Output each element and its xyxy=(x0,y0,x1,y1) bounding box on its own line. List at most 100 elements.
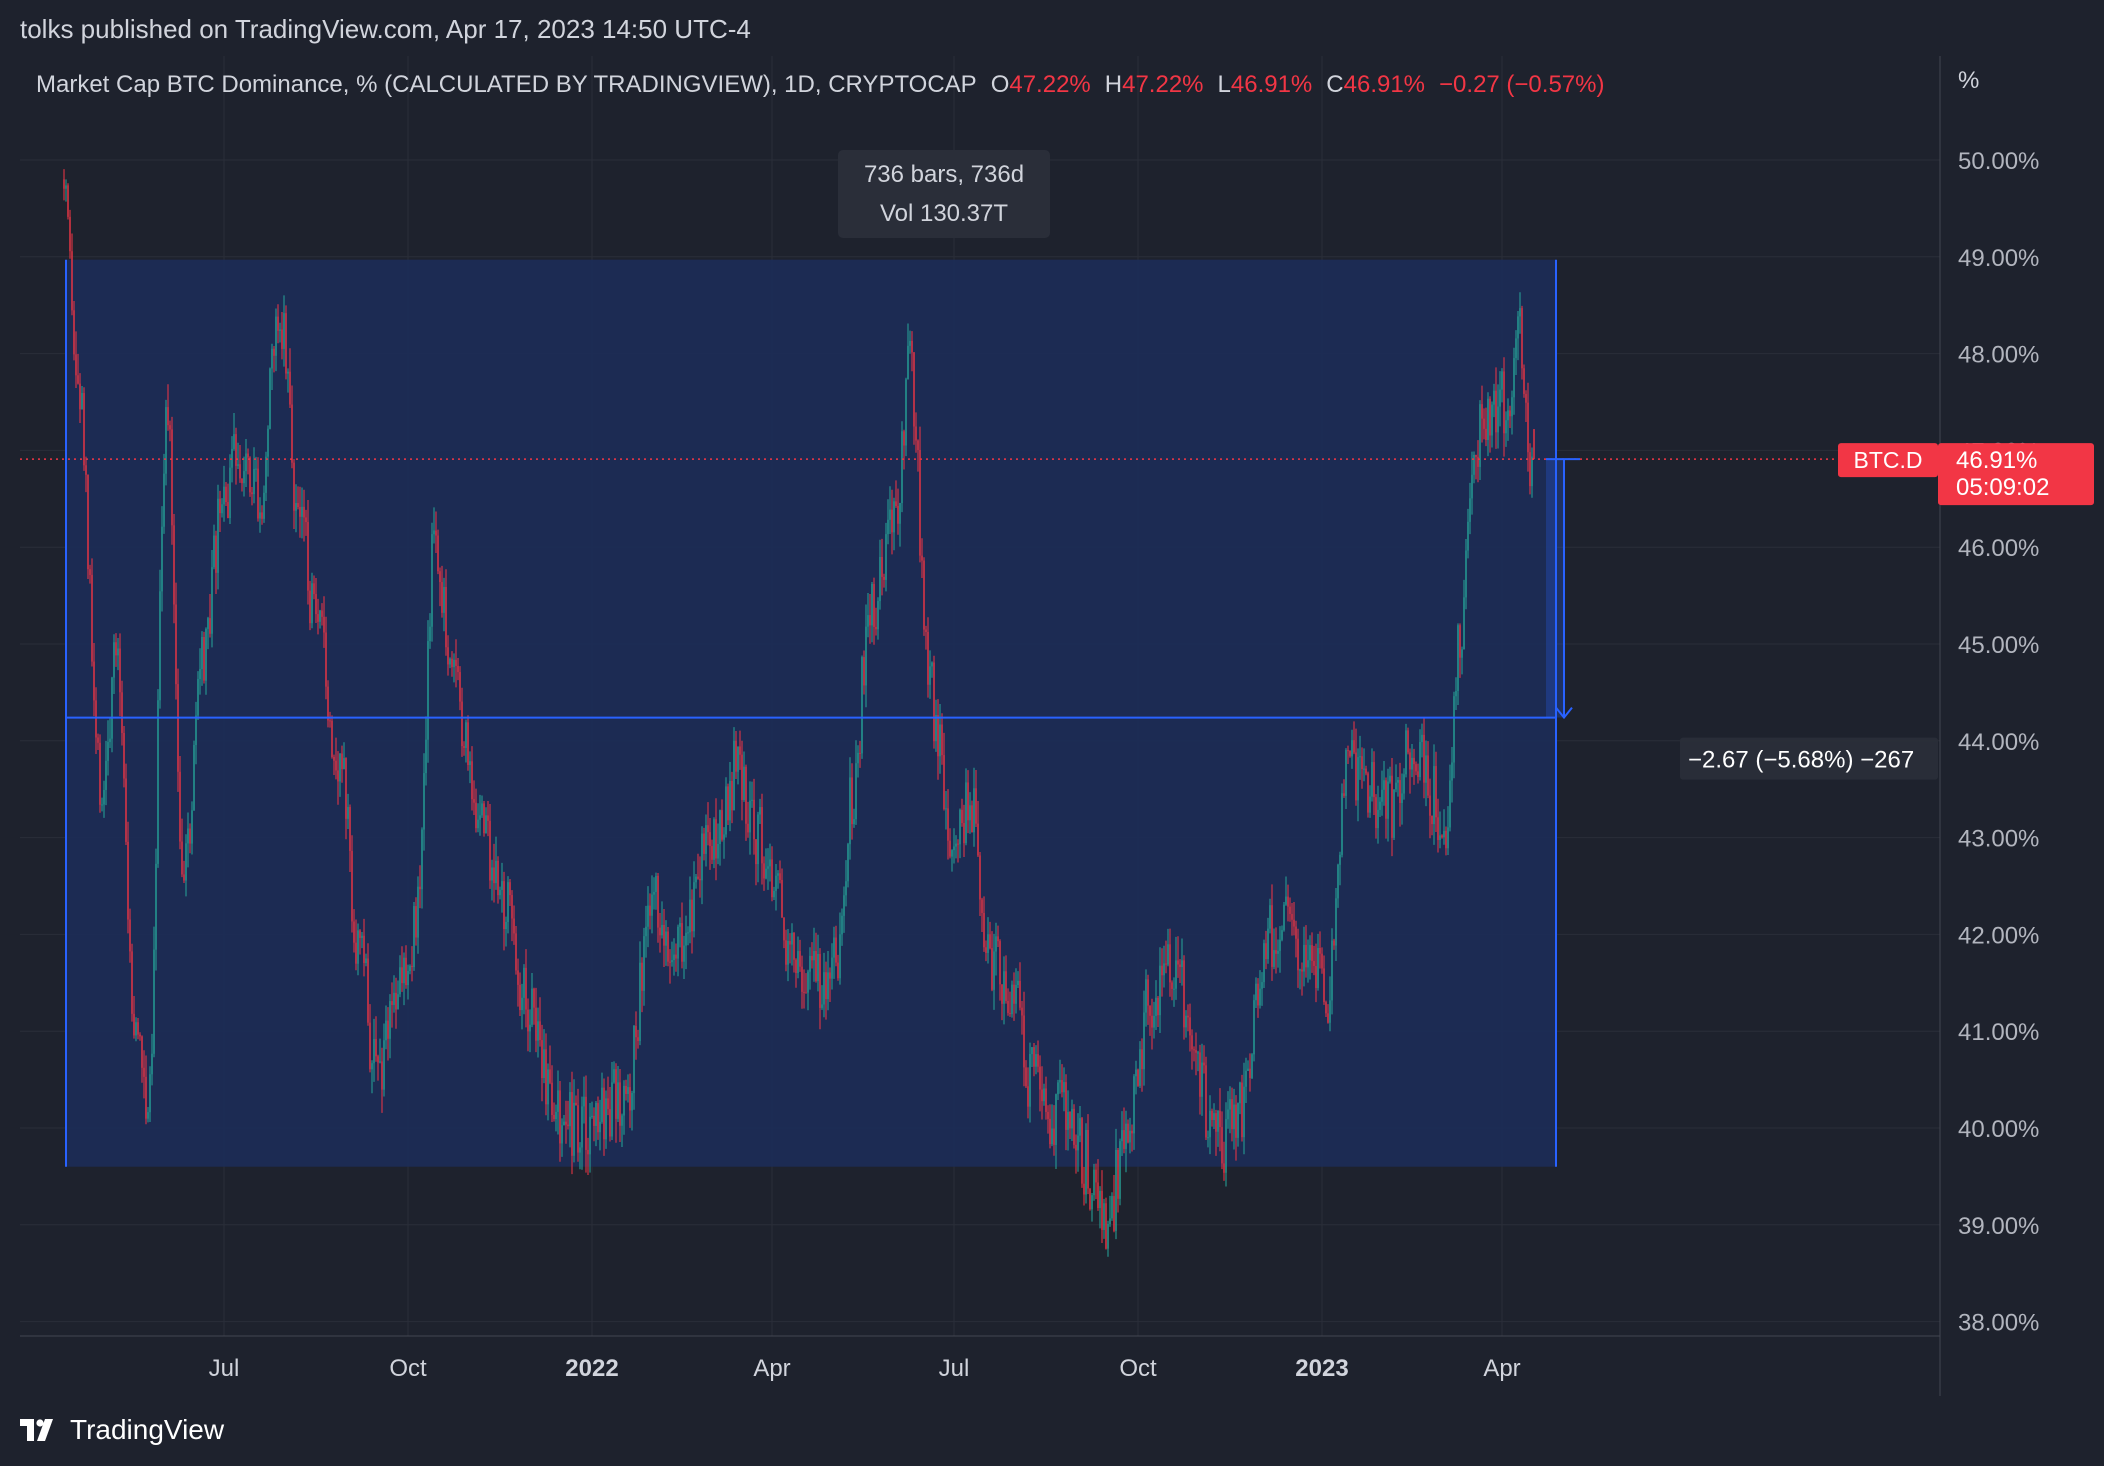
candle xyxy=(719,809,721,866)
candle-body xyxy=(169,425,171,430)
candle-body xyxy=(899,502,901,524)
candle-body xyxy=(101,804,103,806)
candle xyxy=(247,448,249,475)
candle xyxy=(735,731,737,780)
candle-body xyxy=(1243,1086,1245,1138)
candle xyxy=(375,1016,377,1062)
candle xyxy=(529,1009,531,1053)
candle xyxy=(407,964,409,1000)
candle xyxy=(1315,943,1317,1003)
ohlc-label: L xyxy=(1218,71,1231,98)
candle-body xyxy=(129,919,131,952)
candle xyxy=(293,458,295,530)
candle-body xyxy=(315,594,317,615)
candle xyxy=(111,676,113,753)
candle-body xyxy=(141,1036,143,1068)
tradingview-logo[interactable]: TradingView xyxy=(20,1414,224,1446)
candle xyxy=(107,720,109,776)
candle xyxy=(1249,1053,1251,1092)
candle-body xyxy=(1059,1080,1061,1083)
candle xyxy=(217,484,219,590)
candle xyxy=(275,308,277,372)
candle xyxy=(1001,984,1003,1021)
candle-body xyxy=(347,807,349,819)
candle-body xyxy=(1443,830,1445,838)
candle xyxy=(1431,815,1433,836)
candle xyxy=(877,597,879,640)
candle xyxy=(631,1090,633,1131)
candle-body xyxy=(603,1087,605,1140)
candle-body xyxy=(1007,1000,1009,1013)
candle-body xyxy=(545,1049,547,1105)
date-range-box[interactable] xyxy=(66,259,1556,1167)
candle xyxy=(509,878,511,907)
candle xyxy=(1469,482,1471,535)
candle-body xyxy=(1381,789,1383,802)
candle-body xyxy=(1087,1129,1089,1189)
candle xyxy=(451,651,453,677)
candle xyxy=(1461,646,1463,675)
last-price-badge[interactable] xyxy=(1938,443,2094,506)
candle xyxy=(569,1082,571,1148)
candle-body xyxy=(921,555,923,561)
candle-body xyxy=(1233,1104,1235,1130)
candle xyxy=(1511,390,1513,435)
range-bars-label: 736 bars, 736d xyxy=(864,161,1024,188)
symbol-tag[interactable] xyxy=(1838,443,1938,478)
candle-body xyxy=(803,991,805,993)
candle-body xyxy=(867,615,869,627)
candle xyxy=(1433,744,1435,845)
candle-body xyxy=(637,1037,639,1042)
candle xyxy=(99,734,101,813)
candle-body xyxy=(747,823,749,833)
candle-body xyxy=(1283,904,1285,931)
time-tick-label: Oct xyxy=(389,1355,427,1382)
candle-body xyxy=(1125,1123,1127,1149)
candle xyxy=(149,1066,151,1122)
chart-area[interactable]: −2.67 (−5.68%) −267 736 bars, 736d Vol 130… xyxy=(20,56,2096,1396)
candle xyxy=(1267,917,1269,964)
candle-body xyxy=(927,631,929,685)
candle xyxy=(291,385,293,469)
candle-body xyxy=(797,951,799,974)
candle-body xyxy=(479,815,481,820)
candle-body xyxy=(1069,1111,1071,1129)
candle-body xyxy=(151,1053,153,1075)
candle-body xyxy=(1159,965,1161,1016)
time-axis[interactable]: Jul Oct 2022 Apr Jul Oct 2023 Apr xyxy=(20,1335,1940,1382)
candle-body xyxy=(1445,830,1447,849)
candle xyxy=(1163,945,1165,988)
candle xyxy=(905,377,907,457)
candle-body xyxy=(275,316,277,356)
candle-body xyxy=(439,571,441,583)
candle-body xyxy=(887,519,889,535)
candle xyxy=(777,870,779,889)
candle xyxy=(225,481,227,506)
candle-body xyxy=(385,1020,387,1041)
candle xyxy=(1043,1083,1045,1106)
candle xyxy=(1395,764,1397,793)
candle xyxy=(959,808,961,859)
candle xyxy=(151,1033,153,1086)
candle xyxy=(1295,920,1297,958)
candle-body xyxy=(1031,1047,1033,1055)
candle xyxy=(1513,347,1515,415)
symbol-legend[interactable]: Market Cap BTC Dominance, % (CALCULATED … xyxy=(36,71,1604,98)
candle-body xyxy=(413,906,415,968)
candle xyxy=(1247,1060,1249,1072)
candle xyxy=(667,926,669,967)
candle xyxy=(411,946,413,982)
candle-body xyxy=(595,1103,597,1126)
candle xyxy=(1055,1093,1057,1170)
price-axis[interactable]: 50.00%49.00%48.00%47.00%46.00%45.00%44.0… xyxy=(1838,56,2094,1396)
candle-body xyxy=(1193,1049,1195,1051)
candle-body xyxy=(777,873,779,876)
candle xyxy=(1113,1174,1115,1233)
candle xyxy=(103,780,105,818)
candle-body xyxy=(465,722,467,748)
candle xyxy=(993,933,995,1010)
candle xyxy=(167,384,169,431)
candle xyxy=(917,439,919,472)
candle-body xyxy=(745,766,747,824)
